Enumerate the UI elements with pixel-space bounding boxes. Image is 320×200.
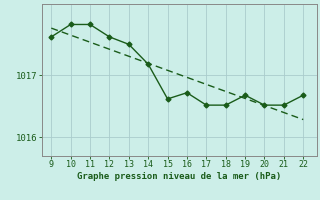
- X-axis label: Graphe pression niveau de la mer (hPa): Graphe pression niveau de la mer (hPa): [77, 172, 281, 181]
